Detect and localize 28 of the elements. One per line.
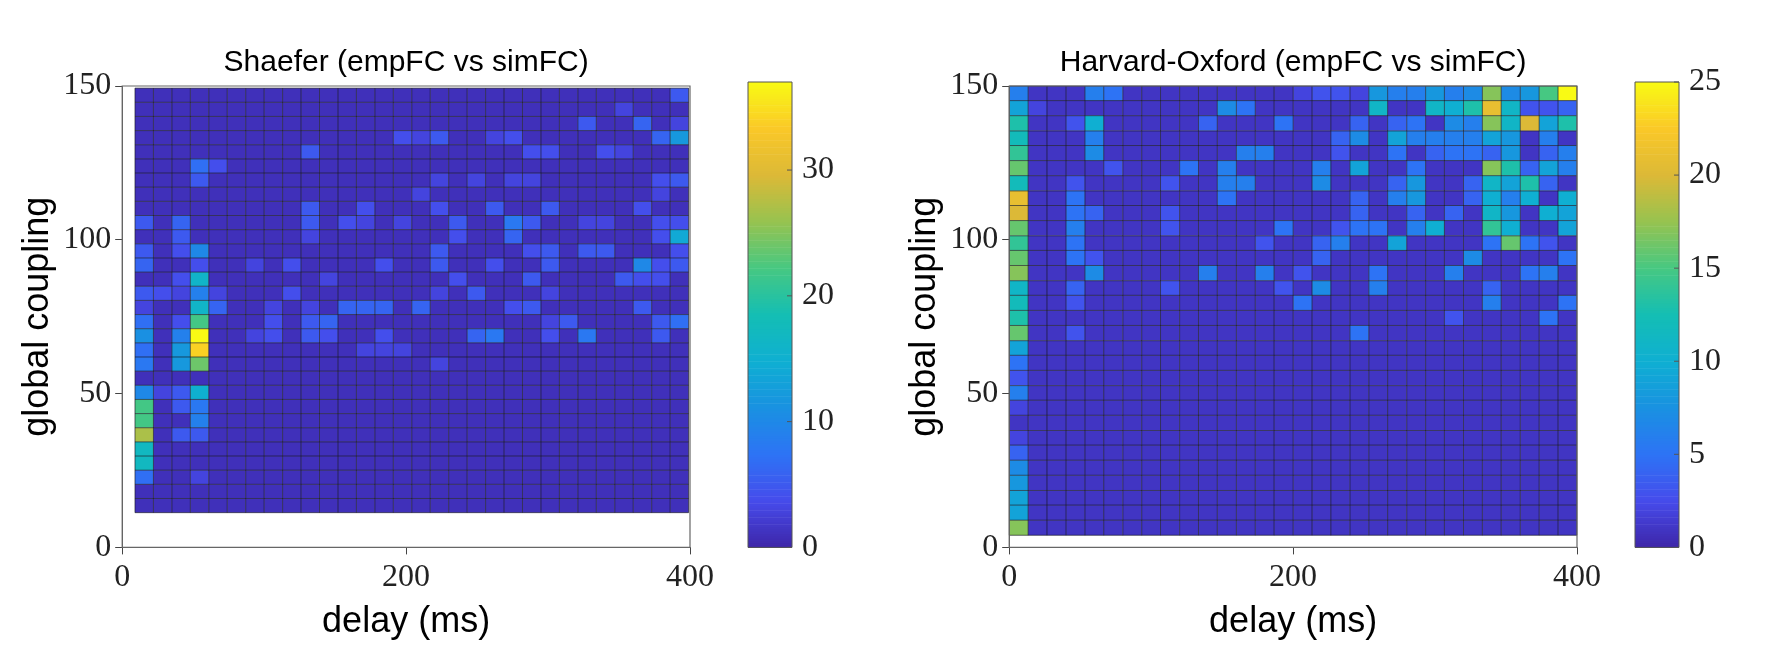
color-bar-label: 10 — [802, 401, 834, 438]
y-tick-label: 100 — [63, 219, 112, 256]
color-bar-label: 5 — [1689, 433, 1705, 470]
color-bar-label: 10 — [1689, 340, 1721, 377]
y-tick-label: 150 — [63, 65, 112, 102]
y-tick-label: 0 — [95, 526, 112, 563]
color-bar-label: 15 — [1689, 247, 1721, 284]
x-axis-title: delay (ms) — [322, 599, 491, 641]
x-tick-label: 200 — [1269, 557, 1318, 594]
y-axis-title: global coupling — [14, 196, 56, 437]
color-bar-label: 20 — [802, 275, 834, 312]
chart-title: Harvard-Oxford (empFC vs simFC) — [1059, 44, 1527, 78]
x-tick-label: 400 — [1553, 557, 1601, 594]
x-tick-label: 400 — [666, 557, 714, 594]
chart-title: Shaefer (empFC vs simFC) — [223, 44, 589, 78]
y-tick-label: 100 — [950, 219, 999, 256]
color-bar-label: 25 — [1689, 61, 1721, 98]
color-bar-label: 30 — [802, 149, 834, 186]
color-bar-label: 0 — [802, 526, 818, 563]
x-axis-title: delay (ms) — [1209, 599, 1378, 641]
color-bar-label: 0 — [1689, 526, 1705, 563]
color-bar-label: 20 — [1689, 154, 1721, 191]
y-tick-label: 150 — [950, 65, 999, 102]
y-tick-label: 0 — [982, 526, 999, 563]
y-axis-title: global coupling — [901, 196, 943, 437]
y-tick-label: 50 — [966, 373, 999, 410]
x-tick-label: 200 — [382, 557, 431, 594]
y-tick-label: 50 — [79, 373, 112, 410]
